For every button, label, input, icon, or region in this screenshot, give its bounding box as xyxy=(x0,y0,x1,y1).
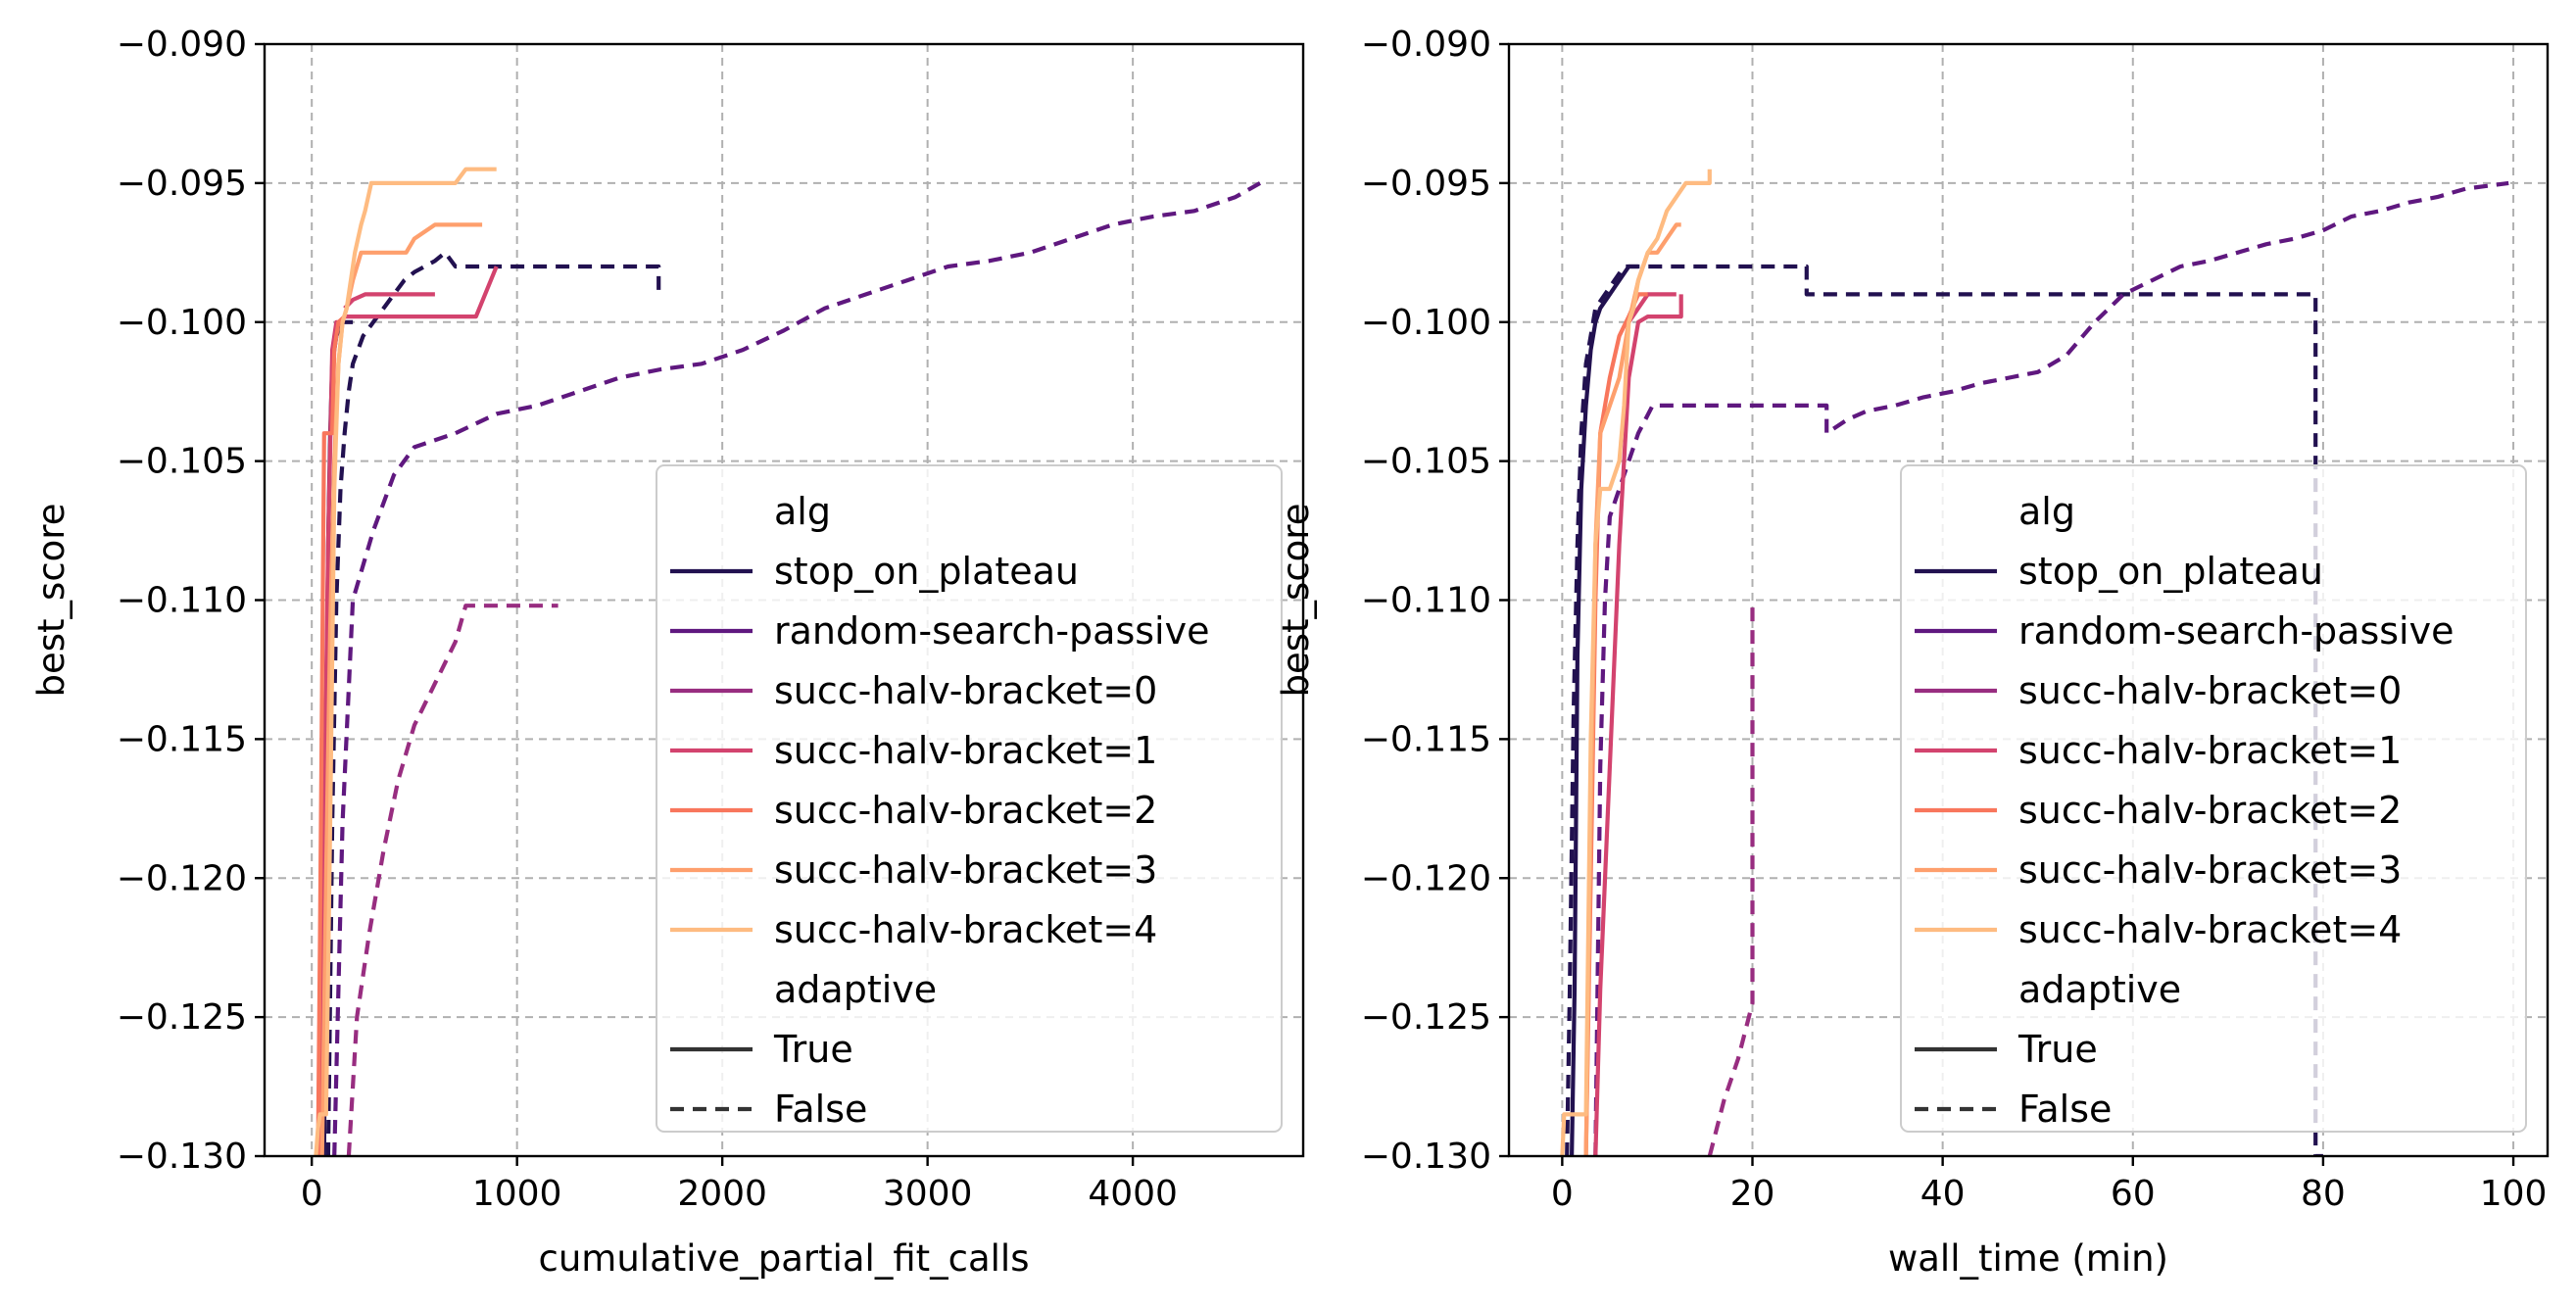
legend-entry-label: succ-halv-bracket=3 xyxy=(2018,848,2402,892)
x-tick-label: 80 xyxy=(2301,1174,2346,1214)
legend-entry-label: True xyxy=(2017,1028,2098,1071)
x-tick-label: 100 xyxy=(2480,1174,2548,1214)
y-tick-label: −0.115 xyxy=(1361,719,1491,759)
legend-entry-label: stop_on_plateau xyxy=(774,550,1079,593)
legend-entry-label: succ-halv-bracket=0 xyxy=(774,669,1157,712)
series-line-succ-halv-bracket-1-adaptive-true xyxy=(1627,292,1677,323)
series-line-succ-halv-bracket-0-adaptive-false xyxy=(1707,604,1755,1156)
legend: alg stop_on_plateau random-search-passive s… xyxy=(1900,464,2527,1133)
x-tick-label: 1000 xyxy=(472,1174,562,1214)
y-axis-label: best_score xyxy=(30,504,73,698)
y-tick-label: −0.125 xyxy=(1361,997,1491,1038)
series-line-succ-halv-bracket-1-adaptive-true xyxy=(343,292,435,311)
legend-entry-label: True xyxy=(773,1028,853,1071)
x-axis-label: cumulative_partial_fit_calls xyxy=(539,1237,1030,1280)
y-tick-label: −0.105 xyxy=(1361,442,1491,482)
legend-title: alg xyxy=(774,490,831,533)
y-tick-label: −0.100 xyxy=(1361,303,1491,343)
legend-entry-label: succ-halv-bracket=4 xyxy=(2018,908,2402,951)
legend-entry-label: succ-halv-bracket=1 xyxy=(774,729,1157,772)
y-tick-label: −0.095 xyxy=(117,164,247,204)
series-group xyxy=(1560,169,2509,1156)
series-line-stop-on-plateau-adaptive-false xyxy=(1565,264,2323,1156)
y-tick-label: −0.115 xyxy=(117,719,247,759)
legend-entry-label: random-search-passive xyxy=(2018,609,2454,653)
y-tick-label: −0.095 xyxy=(1361,164,1491,204)
y-tick-label: −0.120 xyxy=(117,858,247,898)
legend-entry-label: stop_on_plateau xyxy=(2018,550,2323,593)
x-tick-label: 0 xyxy=(301,1174,323,1214)
series-line-succ-halv-bracket-0-adaptive-false xyxy=(346,604,559,1156)
y-tick-label: −0.105 xyxy=(117,442,247,482)
y-tick-label: −0.110 xyxy=(1361,581,1491,621)
y-tick-label: −0.130 xyxy=(117,1137,247,1177)
y-tick-label: −0.090 xyxy=(117,24,247,65)
y-axis-label: best_score xyxy=(1275,504,1317,698)
series-line-succ-halv-bracket-2-adaptive-true xyxy=(1583,292,1648,1156)
x-tick-label: 0 xyxy=(1551,1174,1574,1214)
x-axis-label: wall_time (min) xyxy=(1888,1237,2168,1280)
legend-entry-label: succ-halv-bracket=3 xyxy=(774,848,1157,892)
x-tick-label: 2000 xyxy=(677,1174,767,1214)
series-line-stop-on-plateau-adaptive-true xyxy=(1570,264,1638,1156)
series-line-succ-halv-bracket-2-adaptive-true xyxy=(316,315,347,1156)
legend-entry-label: False xyxy=(774,1088,867,1131)
series-line-random-search-passive-adaptive-false xyxy=(1593,180,2509,1156)
y-tick-label: −0.090 xyxy=(1361,24,1491,65)
legend-box xyxy=(1900,464,2527,1133)
legend-title: alg xyxy=(2018,490,2075,533)
series-line-succ-halv-bracket-1-adaptive-true xyxy=(317,266,499,1156)
y-tick-label: −0.125 xyxy=(117,997,247,1038)
legend-entry-label: succ-halv-bracket=0 xyxy=(2018,669,2402,712)
series-line-succ-halv-bracket-4-adaptive-true xyxy=(314,167,497,1156)
x-tick-label: 4000 xyxy=(1088,1174,1178,1214)
y-tick-label: −0.130 xyxy=(1361,1137,1491,1177)
legend-entry-label: succ-halv-bracket=4 xyxy=(774,908,1157,951)
legend: alg stop_on_plateau random-search-passive s… xyxy=(656,464,1283,1133)
legend-entry-label: succ-halv-bracket=2 xyxy=(774,789,1157,832)
legend-entry-label: succ-halv-bracket=1 xyxy=(2018,729,2402,772)
x-tick-label: 3000 xyxy=(883,1174,973,1214)
series-line-succ-halv-bracket-4-adaptive-true xyxy=(1560,169,1712,1156)
x-tick-label: 60 xyxy=(2111,1174,2156,1214)
series-line-succ-halv-bracket-1-adaptive-true xyxy=(1593,294,1683,1156)
x-tick-label: 20 xyxy=(1730,1174,1775,1214)
series-line-random-search-passive-adaptive-false xyxy=(332,181,1262,1156)
legend-title: adaptive xyxy=(774,968,937,1011)
y-tick-label: −0.110 xyxy=(117,581,247,621)
legend-entry-label: succ-halv-bracket=2 xyxy=(2018,789,2402,832)
x-tick-label: 40 xyxy=(1920,1174,1966,1214)
y-tick-label: −0.120 xyxy=(1361,858,1491,898)
legend-box xyxy=(656,464,1283,1133)
y-tick-label: −0.100 xyxy=(117,303,247,343)
series-group xyxy=(314,167,1262,1156)
legend-entry-label: False xyxy=(2018,1088,2112,1131)
legend-title: adaptive xyxy=(2018,968,2181,1011)
chart-panel-left: 0 1000 2000 3000 4000 −0.130 −0.125 −0.120 −0.11… xyxy=(30,24,1305,1280)
legend-entry-label: random-search-passive xyxy=(774,609,1209,653)
series-line-stop-on-plateau-adaptive-false xyxy=(325,250,661,1156)
chart-panel-right: 0 20 40 60 80 100 −0.130 −0.125 −0.120 −0.115 −0.1… xyxy=(1275,24,2550,1280)
